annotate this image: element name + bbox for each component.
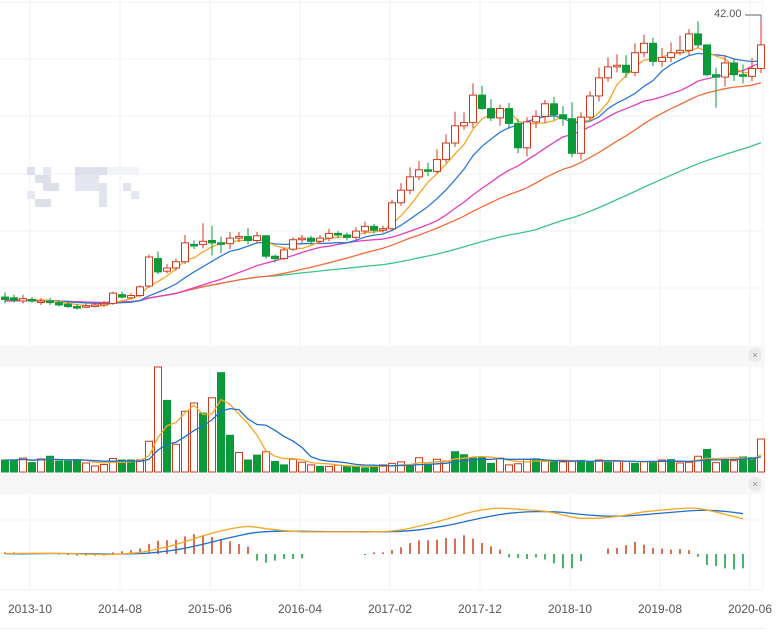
macd-panel-header bbox=[0, 474, 765, 494]
x-axis-tick-label: 2014-08 bbox=[97, 602, 143, 616]
volume-moving-averages bbox=[5, 398, 762, 468]
x-axis-tick-label: 2020-06 bbox=[727, 602, 773, 616]
x-axis-tick-label: 2015-06 bbox=[187, 602, 233, 616]
x-axis-tick-label: 2018-10 bbox=[547, 602, 593, 616]
close-macd-panel-button[interactable]: × bbox=[748, 477, 762, 491]
x-axis-tick-label: 2019-08 bbox=[637, 602, 683, 616]
macd-histogram bbox=[4, 534, 744, 570]
x-axis-tick-label: 2016-04 bbox=[277, 602, 323, 616]
volume-bars bbox=[1, 366, 765, 473]
x-axis-tick-label: 2017-12 bbox=[457, 602, 503, 616]
max-price-marker bbox=[745, 14, 762, 22]
x-axis-tick-label: 2017-02 bbox=[367, 602, 413, 616]
bottom-border bbox=[0, 628, 765, 629]
close-volume-panel-button[interactable]: × bbox=[748, 348, 762, 362]
max-price-label: 42.00 bbox=[714, 8, 742, 20]
x-axis-tick-label: 2013-10 bbox=[7, 602, 53, 616]
candlesticks bbox=[1, 15, 765, 310]
volume-panel-header bbox=[0, 346, 765, 366]
blurred-watermark-logo bbox=[27, 167, 139, 207]
macd-lines bbox=[4, 507, 744, 556]
